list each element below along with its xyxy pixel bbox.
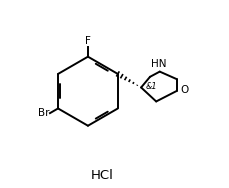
- Text: HCl: HCl: [90, 169, 113, 182]
- Text: HN: HN: [150, 59, 166, 69]
- Text: &1: &1: [144, 82, 156, 91]
- Text: O: O: [179, 85, 187, 95]
- Text: F: F: [85, 36, 90, 46]
- Text: Br: Br: [37, 108, 49, 118]
